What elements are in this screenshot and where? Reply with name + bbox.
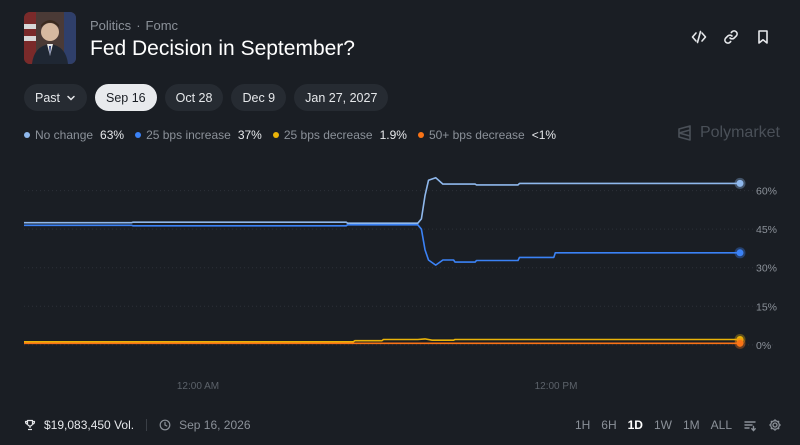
legend-dot	[24, 132, 30, 138]
legend-label: 50+ bps decrease	[428, 128, 525, 142]
legend-label: No change	[35, 128, 94, 142]
legend-dot	[135, 132, 142, 138]
header-actions	[690, 28, 772, 46]
range-1w[interactable]: 1W	[653, 418, 672, 432]
market-header: Politics · Fomc Fed Decision in September?	[24, 12, 776, 68]
legend-item-no-change[interactable]: No change 63%	[24, 128, 124, 142]
breadcrumb-separator: ·	[136, 18, 141, 33]
embed-icon[interactable]	[690, 28, 708, 46]
footer-divider	[146, 419, 148, 431]
range-1h[interactable]: 1H	[574, 418, 591, 432]
legend-item-25bps-increase[interactable]: 25 bps increase 37%	[135, 128, 262, 142]
tab-jan-27-2027[interactable]: Jan 27, 2027	[294, 84, 389, 111]
legend-value: 37%	[237, 128, 262, 142]
chart-gridlines	[24, 190, 776, 346]
legend-value: <1%	[531, 128, 557, 142]
end-date: Sep 16, 2026	[179, 418, 251, 432]
clock-icon	[159, 419, 171, 431]
market-avatar	[24, 12, 76, 64]
x-tick-label: 12:00 PM	[535, 381, 578, 392]
bookmark-icon[interactable]	[754, 28, 772, 46]
filter-lines-icon[interactable]	[743, 418, 757, 432]
tab-label: Dec 9	[242, 90, 276, 105]
date-tabs: Past Sep 16 Oct 28 Dec 9 Jan 27, 2027	[24, 84, 389, 111]
series-line-25-bps-increase	[24, 224, 740, 266]
y-tick-label: 0%	[756, 340, 771, 352]
x-tick-label: 12:00 AM	[177, 381, 219, 392]
price-chart[interactable]: 0% 15% 30% 45% 60% 12:00 AM 12:00 PM	[0, 150, 800, 400]
breadcrumb: Politics · Fomc	[90, 18, 178, 33]
chart-footer: $19,083,450 Vol. Sep 16, 2026 1H 6H 1D 1…	[24, 418, 782, 434]
tab-label: Oct 28	[175, 90, 213, 105]
tab-oct-28[interactable]: Oct 28	[164, 84, 224, 111]
tab-label: Past	[35, 90, 61, 105]
series-endpoint	[736, 249, 744, 257]
legend-dot	[417, 132, 424, 138]
settings-gear-icon[interactable]	[768, 418, 782, 432]
link-icon[interactable]	[722, 28, 740, 46]
y-tick-label: 15%	[756, 301, 777, 313]
tab-label: Jan 27, 2027	[305, 90, 378, 105]
tab-dec-9[interactable]: Dec 9	[231, 84, 287, 111]
y-tick-label: 60%	[756, 186, 777, 198]
range-1m[interactable]: 1M	[682, 418, 700, 432]
time-range-selector: 1H 6H 1D 1W 1M ALL	[575, 418, 782, 432]
legend-label: 25 bps decrease	[283, 128, 373, 142]
y-axis-ticks: 0% 15% 30% 45% 60%	[756, 186, 777, 352]
legend-item-50bps-decrease[interactable]: 50+ bps decrease <1%	[417, 128, 557, 142]
polymarket-watermark: Polymarket	[676, 124, 780, 142]
range-all[interactable]: ALL	[710, 418, 732, 432]
chart-legend: No change 63% 25 bps increase 37% 25 bps…	[24, 128, 556, 142]
legend-value: 63%	[100, 128, 125, 142]
tab-label: Sep 16	[106, 90, 146, 105]
volume-value: $19,083,450 Vol.	[44, 418, 135, 432]
series-line-25-bps-decrease	[24, 338, 740, 343]
legend-value: 1.9%	[379, 128, 407, 142]
y-tick-label: 30%	[756, 263, 777, 275]
range-6h[interactable]: 6H	[601, 418, 617, 432]
chevron-down-icon	[67, 95, 75, 101]
breadcrumb-politics[interactable]: Politics	[90, 18, 132, 33]
tab-sep-16[interactable]: Sep 16	[95, 84, 157, 111]
trophy-icon	[24, 419, 36, 431]
y-tick-label: 45%	[756, 224, 777, 236]
breadcrumb-fomc[interactable]: Fomc	[145, 18, 179, 33]
x-axis-ticks: 12:00 AM 12:00 PM	[177, 381, 578, 392]
legend-dot	[272, 132, 279, 138]
polymarket-logo-icon	[678, 125, 691, 141]
legend-item-25bps-decrease[interactable]: 25 bps decrease 1.9%	[272, 128, 407, 142]
series-endpoint	[736, 339, 744, 347]
legend-label: 25 bps increase	[146, 128, 231, 142]
series-endpoint	[736, 179, 744, 187]
brand-name: Polymarket	[699, 124, 780, 141]
series-line-no-change	[24, 176, 740, 224]
page-title: Fed Decision in September?	[90, 37, 355, 60]
range-1d[interactable]: 1D	[627, 418, 643, 432]
chart-series	[24, 176, 746, 349]
tab-past[interactable]: Past	[24, 84, 88, 111]
